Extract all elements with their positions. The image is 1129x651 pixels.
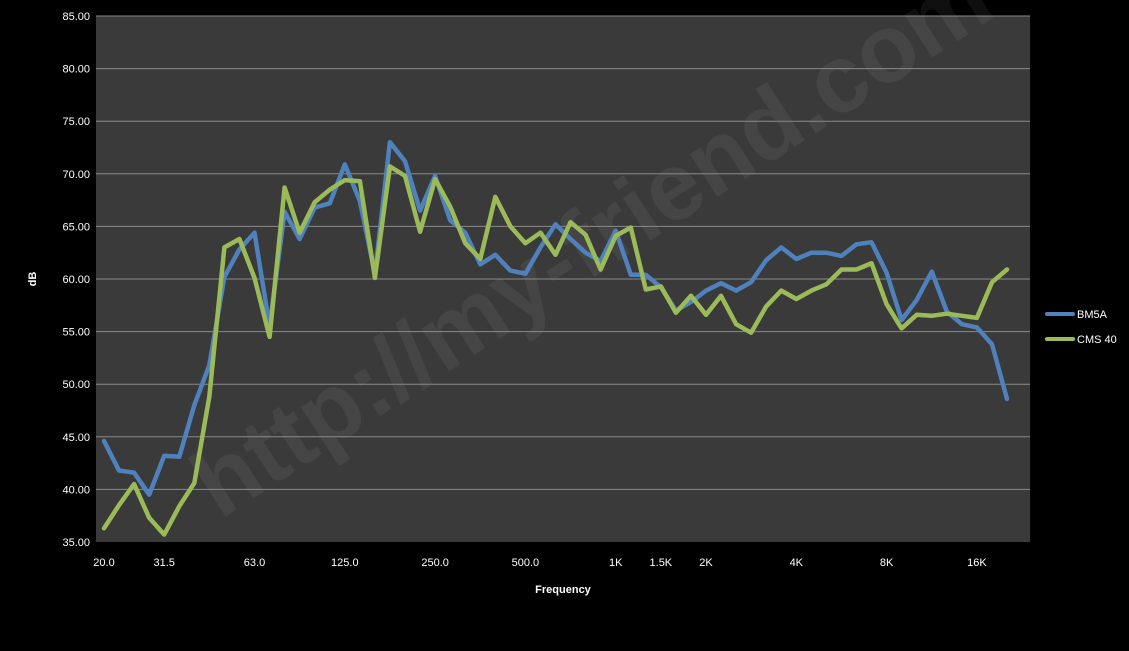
x-tick-label: 20.0: [93, 557, 114, 569]
x-tick-label: 63.0: [244, 557, 265, 569]
y-tick-label: 85.00: [62, 11, 90, 23]
x-axis-tick-labels: 20.0 31.5 63.0 125.0 250.0 500.0 1K 1.5K 2K 4K 8K 1…: [93, 557, 987, 569]
y-tick-label: 65.00: [62, 221, 90, 233]
series-line-bm5a: [101, 139, 1010, 497]
x-tick-label: 500.0: [512, 557, 540, 569]
y-tick-label: 45.00: [62, 432, 90, 444]
legend-entry: CMS 40: [1045, 334, 1117, 346]
x-tick-label: 1.5K: [650, 557, 673, 569]
x-tick-label: 4K: [790, 557, 804, 569]
y-tick-label: 50.00: [62, 379, 90, 391]
y-tick-label: 55.00: [62, 327, 90, 339]
legend-label: BM5A: [1077, 309, 1108, 321]
x-tick-label: 2K: [699, 557, 713, 569]
x-tick-label: 8K: [880, 557, 894, 569]
series-line-cms-40: [101, 164, 1010, 537]
legend: BM5A CMS 40: [1045, 309, 1117, 346]
x-tick-label: 250.0: [421, 557, 449, 569]
y-tick-label: 40.00: [62, 484, 90, 496]
y-tick-label: 60.00: [62, 274, 90, 286]
x-axis-title: Frequency: [535, 584, 592, 596]
x-tick-label: 16K: [967, 557, 987, 569]
x-tick-label: 1K: [609, 557, 623, 569]
y-tick-label: 80.00: [62, 64, 90, 76]
y-tick-label: 35.00: [62, 537, 90, 549]
legend-label: CMS 40: [1077, 334, 1117, 346]
gridlines: [96, 15, 1030, 490]
y-tick-label: 75.00: [62, 116, 90, 128]
y-axis-tick-labels: 35.00 40.00 45.00 50.00 55.00 60.00 65.00 70.00…: [62, 11, 90, 549]
y-tick-label: 70.00: [62, 169, 90, 181]
legend-entry: BM5A: [1045, 309, 1108, 321]
y-axis-title: dB: [27, 272, 39, 287]
x-tick-label: 31.5: [153, 557, 174, 569]
series-lines: [101, 139, 1010, 537]
x-tick-label: 125.0: [331, 557, 359, 569]
